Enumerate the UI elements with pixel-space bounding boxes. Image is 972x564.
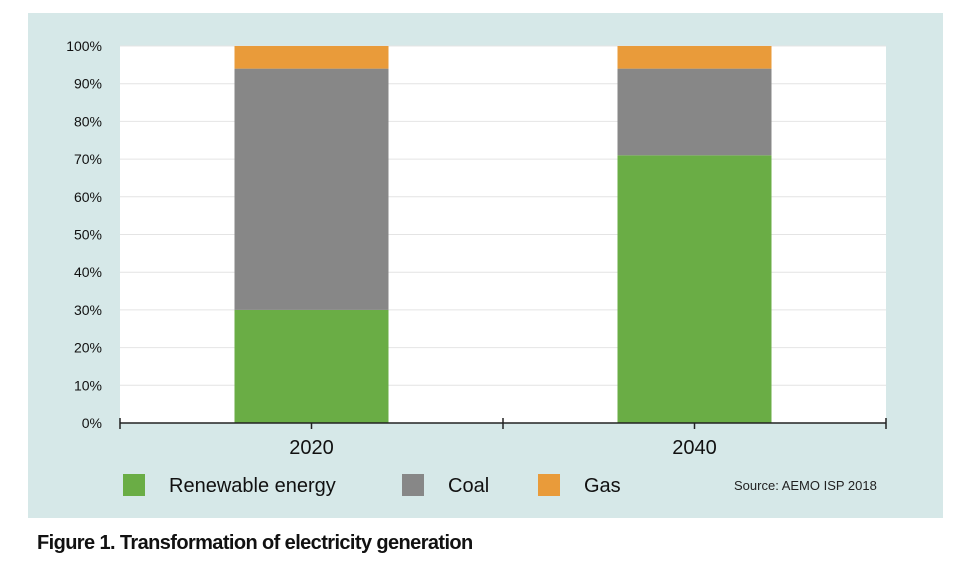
y-tick-label: 40% xyxy=(74,264,102,280)
y-axis-tick-labels: 0% 10% 20% 30% 40% 50% 60% 70% 80% 90% 100% xyxy=(66,38,102,431)
legend-swatch-gas xyxy=(538,474,560,496)
legend-label-coal: Coal xyxy=(448,475,489,497)
x-axis: 2020 2040 xyxy=(119,418,887,459)
bar-segment-renewable-energy-2040 xyxy=(617,155,772,423)
y-tick-label: 30% xyxy=(74,302,102,318)
y-tick-label: 80% xyxy=(74,113,102,129)
bar-segment-coal-2020 xyxy=(234,68,389,310)
x-tick-label: 2020 xyxy=(289,437,334,459)
y-tick-label: 60% xyxy=(74,189,102,205)
legend-swatch-renewable-energy xyxy=(123,474,145,496)
y-tick-label: 20% xyxy=(74,340,102,356)
y-tick-label: 70% xyxy=(74,151,102,167)
y-tick-label: 0% xyxy=(82,415,102,431)
figure-caption: Figure 1. Transformation of electricity … xyxy=(37,532,473,554)
y-tick-label: 100% xyxy=(66,38,102,54)
legend-label-gas: Gas xyxy=(584,475,621,497)
bars xyxy=(234,46,772,423)
y-tick-label: 50% xyxy=(74,227,102,243)
bar-segment-coal-2040 xyxy=(617,68,772,156)
bar-segment-renewable-energy-2020 xyxy=(234,309,389,423)
x-tick-label: 2040 xyxy=(672,437,717,459)
source-note: Source: AEMO ISP 2018 xyxy=(734,478,877,493)
bar-segment-gas-2040 xyxy=(617,46,772,69)
legend: Renewable energy Coal Gas xyxy=(123,474,621,497)
legend-label-renewable-energy: Renewable energy xyxy=(169,475,336,497)
y-tick-label: 10% xyxy=(74,377,102,393)
y-tick-label: 90% xyxy=(74,76,102,92)
legend-swatch-coal xyxy=(402,474,424,496)
bar-segment-gas-2020 xyxy=(234,46,389,69)
